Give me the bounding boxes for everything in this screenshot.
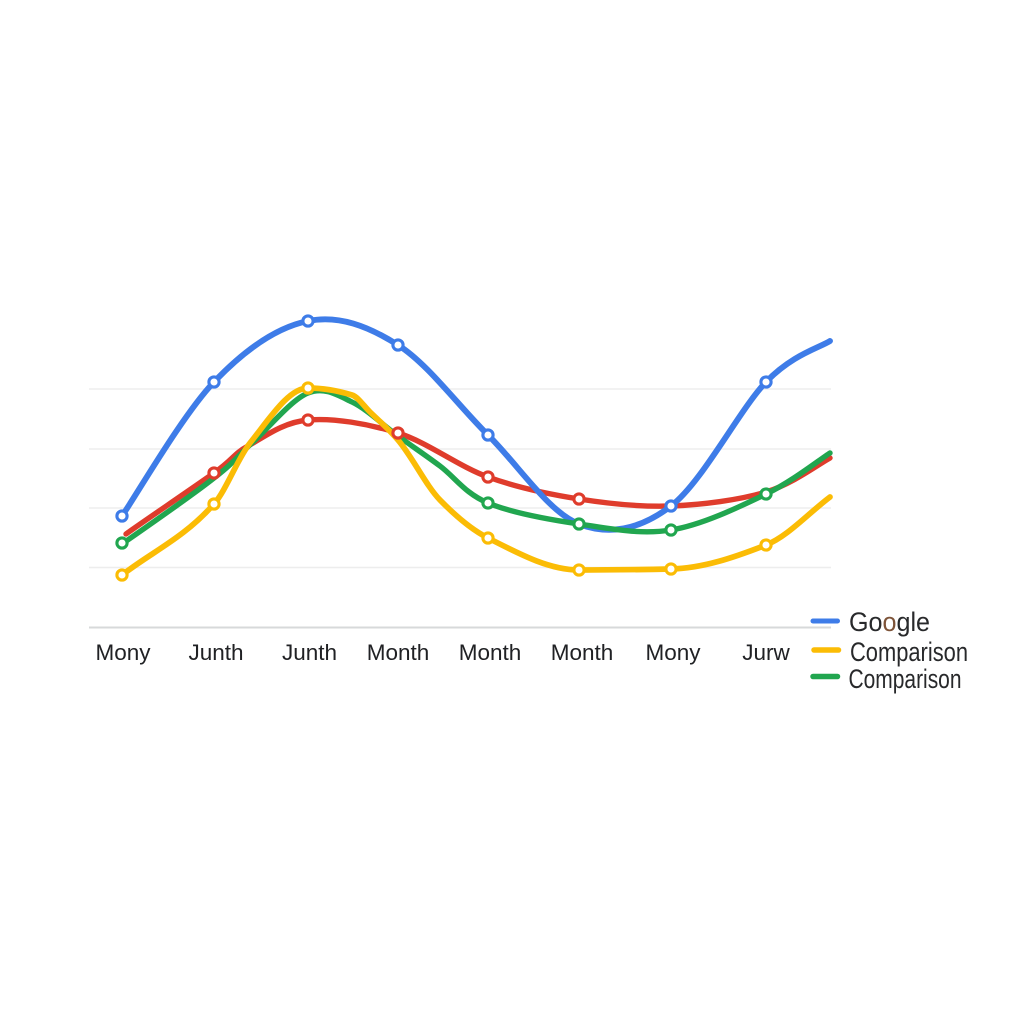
- svg-text:Junth: Junth: [188, 640, 243, 665]
- svg-text:Comparison: Comparison: [849, 664, 962, 694]
- svg-text:Mony: Mony: [95, 640, 151, 665]
- svg-text:Google: Google: [849, 607, 930, 637]
- svg-text:Mony: Mony: [645, 640, 701, 665]
- svg-text:Month: Month: [459, 640, 522, 665]
- svg-text:Junth: Junth: [282, 640, 337, 665]
- svg-text:Jurw: Jurw: [742, 640, 790, 665]
- svg-text:Month: Month: [367, 640, 430, 665]
- svg-text:Comparison: Comparison: [850, 637, 968, 667]
- svg-text:Month: Month: [551, 640, 614, 665]
